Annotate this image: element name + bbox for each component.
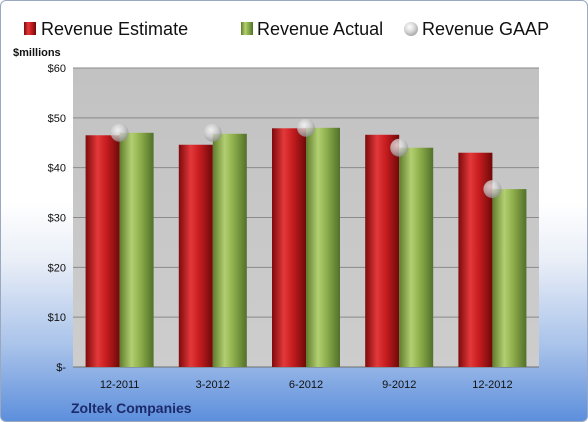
bar-revenue-actual (306, 127, 340, 367)
bars (85, 127, 527, 367)
marker-revenue-gaap (203, 123, 222, 142)
marker-revenue-gaap (297, 118, 315, 137)
x-tick-label: 9-2012 (382, 379, 416, 391)
legend-item-actual: Revenue Actual (241, 19, 383, 39)
gaap-markers (110, 118, 502, 199)
bar-revenue-actual (119, 132, 154, 367)
y-tick-label: $50 (48, 113, 66, 125)
y-axis-unit-label: $millions (13, 47, 61, 59)
marker-revenue-gaap (390, 138, 409, 157)
bar-revenue-estimate (365, 134, 400, 367)
legend-swatch-estimate (24, 22, 36, 35)
x-tick-label: 3-2012 (196, 379, 230, 391)
y-tick-label: $10 (48, 312, 66, 324)
x-tick-label: 12-2011 (100, 379, 140, 391)
legend-item-estimate: Revenue Estimate (24, 19, 188, 39)
y-tick-label: $40 (48, 163, 66, 175)
legend-swatch-actual (241, 22, 253, 35)
legend-item-gaap: Revenue GAAP (404, 19, 549, 39)
legend-label-estimate: Revenue Estimate (41, 19, 188, 39)
x-axis-ticks: 12-2011 3-2012 6-2012 9-2012 12-2012 (100, 379, 513, 391)
bar-revenue-estimate (178, 144, 213, 367)
y-tick-label: $30 (48, 213, 66, 225)
bar-revenue-actual (399, 147, 434, 367)
y-tick-label: $20 (48, 262, 66, 274)
bar-revenue-actual (212, 133, 247, 367)
legend-label-gaap: Revenue GAAP (422, 19, 549, 39)
y-tick-label: $60 (48, 63, 66, 75)
legend-label-actual: Revenue Actual (257, 19, 383, 39)
y-axis-ticks: $- $10 $20 $30 $40 $50 $60 (48, 63, 67, 374)
legend: Revenue Estimate Revenue Actual Revenue … (24, 19, 549, 39)
y-tick-label: $- (56, 362, 66, 374)
legend-marker-gaap (404, 22, 418, 36)
bar-revenue-estimate (85, 135, 120, 367)
marker-revenue-gaap (110, 123, 129, 142)
x-tick-label: 6-2012 (289, 379, 323, 391)
marker-revenue-gaap (483, 180, 502, 199)
bar-revenue-actual (492, 189, 527, 367)
company-name: Zoltek Companies (71, 400, 192, 416)
x-tick-label: 12-2012 (472, 379, 512, 391)
bar-revenue-estimate (272, 128, 306, 367)
